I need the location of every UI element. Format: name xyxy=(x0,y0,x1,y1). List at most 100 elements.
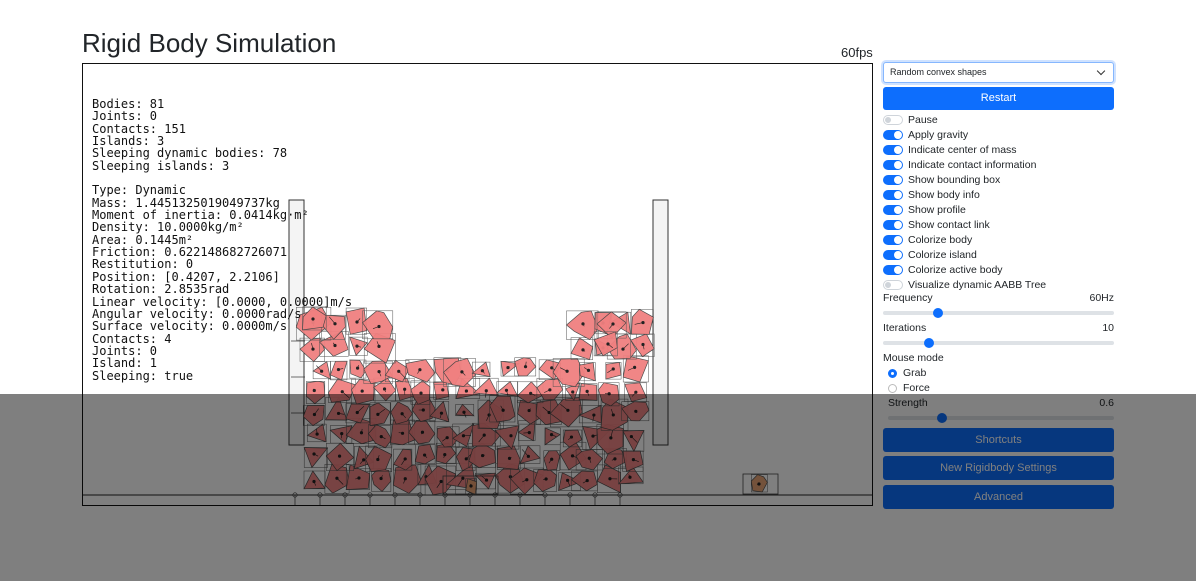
info-line: Surface velocity: 0.0000m/s xyxy=(92,319,288,334)
toggle-colorize-island[interactable]: Colorize island xyxy=(883,247,1114,262)
radio-force-indicator[interactable] xyxy=(888,383,897,393)
radio-force[interactable]: Force xyxy=(888,382,930,394)
body-info-text: Bodies: 81 Joints: 0 Contacts: 151 Islands:… xyxy=(92,98,352,382)
center-of-mass-dot xyxy=(377,324,381,329)
info-line: Density: 10.0000kg/m² xyxy=(92,220,244,235)
center-of-mass-dot xyxy=(641,342,645,347)
chevron-down-icon xyxy=(1096,66,1106,76)
toggle-switch[interactable] xyxy=(883,204,903,215)
center-of-mass-dot xyxy=(355,320,359,324)
bounding-box xyxy=(330,360,348,381)
info-line: Joints: 0 xyxy=(92,109,158,124)
info-line: Friction: 0.622148682726071 xyxy=(92,245,288,260)
info-line: Moment of inertia: 0.0414kg·m² xyxy=(92,208,309,223)
info-line: Sleeping: true xyxy=(92,368,194,383)
center-of-mass-dot xyxy=(504,388,509,392)
info-line: Islands: 3 xyxy=(92,134,165,149)
toggle-label: Show bounding box xyxy=(908,174,1001,187)
toggle-switch[interactable] xyxy=(883,249,903,260)
toggle-switch[interactable] xyxy=(883,130,903,141)
radio-grab[interactable]: Grab xyxy=(888,367,926,379)
bounding-box xyxy=(302,306,327,331)
info-line: Mass: 1.4451325019049737kg xyxy=(92,195,280,210)
center-of-mass-dot xyxy=(397,369,401,373)
toggle-switch[interactable] xyxy=(883,264,903,275)
center-of-mass-dot xyxy=(464,389,469,393)
center-of-mass-dot xyxy=(460,370,464,374)
bounding-box xyxy=(622,355,649,383)
center-of-mass-dot xyxy=(382,387,387,391)
toggle-switch[interactable] xyxy=(883,279,903,290)
center-of-mass-dot xyxy=(548,388,552,392)
rigid-body-shape xyxy=(500,360,520,377)
iterations-value: 10 xyxy=(1102,322,1114,334)
bounding-box xyxy=(362,310,394,340)
info-line: Area: 0.1445m² xyxy=(92,232,194,247)
center-of-mass-dot xyxy=(611,367,615,371)
center-of-mass-dot xyxy=(312,388,316,393)
fps-counter: 60fps xyxy=(841,45,873,60)
center-of-mass-dot xyxy=(506,365,510,370)
toggle-switch[interactable] xyxy=(883,115,903,126)
scene-select-value: Random convex shapes xyxy=(890,67,987,77)
toggle-switch[interactable] xyxy=(883,234,903,245)
toggle-show-bounding-box[interactable]: Show bounding box xyxy=(883,173,1114,188)
toggle-label: Colorize body xyxy=(908,233,973,246)
bounding-box xyxy=(405,359,436,383)
toggle-visualize-dynamic-aabb-tree[interactable]: Visualize dynamic AABB Tree xyxy=(883,277,1114,292)
center-of-mass-dot xyxy=(571,390,575,394)
center-of-mass-dot xyxy=(333,322,337,326)
toggle-show-contact-link[interactable]: Show contact link xyxy=(883,217,1114,232)
toggle-switch[interactable] xyxy=(883,219,903,230)
frequency-label-row: Frequency 60Hz xyxy=(883,292,1114,304)
center-of-mass-dot xyxy=(360,389,364,393)
iterations-slider-thumb[interactable] xyxy=(924,338,935,348)
toggle-label: Show body info xyxy=(908,189,980,202)
toggle-switch[interactable] xyxy=(883,160,903,171)
center-of-mass-dot xyxy=(320,369,324,373)
toggle-label: Show profile xyxy=(908,203,966,216)
toggle-indicate-center-of-mass[interactable]: Indicate center of mass xyxy=(883,143,1114,158)
toggle-colorize-active-body[interactable]: Colorize active body xyxy=(883,262,1114,277)
bounding-box xyxy=(472,361,491,377)
toggle-colorize-body[interactable]: Colorize body xyxy=(883,232,1114,247)
scene-select[interactable]: Random convex shapes xyxy=(883,62,1114,83)
center-of-mass-dot xyxy=(581,348,585,352)
toggle-switch[interactable] xyxy=(883,190,903,201)
iterations-slider[interactable] xyxy=(883,338,1114,348)
toggle-show-body-info[interactable]: Show body info xyxy=(883,188,1114,203)
iterations-label-row: Iterations 10 xyxy=(883,322,1114,334)
center-of-mass-dot xyxy=(586,368,591,372)
center-of-mass-dot xyxy=(419,391,423,395)
info-line: Contacts: 151 xyxy=(92,121,186,136)
toggle-label: Indicate center of mass xyxy=(908,144,1017,157)
toggle-apply-gravity[interactable]: Apply gravity xyxy=(883,128,1114,143)
toggle-label: Colorize active body xyxy=(908,263,1003,276)
info-line: Rotation: 2.8535rad xyxy=(92,282,230,297)
center-of-mass-dot xyxy=(336,367,341,372)
control-panel: Random convex shapes Restart Pause Apply … xyxy=(883,62,1114,509)
frequency-slider-thumb[interactable] xyxy=(933,308,944,318)
info-line: Sleeping dynamic bodies: 78 xyxy=(92,146,288,161)
dimmed-overlay xyxy=(0,394,1196,581)
restart-button[interactable]: Restart xyxy=(883,87,1114,110)
frequency-value: 60Hz xyxy=(1089,292,1114,304)
frequency-slider[interactable] xyxy=(883,308,1114,318)
toggle-label: Indicate contact information xyxy=(908,159,1037,172)
toggle-show-profile[interactable]: Show profile xyxy=(883,203,1114,218)
center-of-mass-dot xyxy=(377,344,381,348)
rigid-body-shape xyxy=(605,362,622,380)
info-line: Restitution: 0 xyxy=(92,257,194,272)
toggle-indicate-contact-information[interactable]: Indicate contact information xyxy=(883,158,1114,173)
center-of-mass-dot xyxy=(480,369,485,373)
radio-grab-indicator[interactable] xyxy=(888,368,897,378)
bounding-box xyxy=(631,309,654,335)
toggle-switch[interactable] xyxy=(883,145,903,156)
center-of-mass-dot xyxy=(441,388,445,392)
toggle-pause[interactable]: Pause xyxy=(883,113,1114,128)
toggle-label: Pause xyxy=(908,114,938,127)
center-of-mass-dot xyxy=(311,347,315,351)
toggle-switch[interactable] xyxy=(883,175,903,186)
bounding-box xyxy=(514,357,537,377)
center-of-mass-dot xyxy=(311,317,315,321)
